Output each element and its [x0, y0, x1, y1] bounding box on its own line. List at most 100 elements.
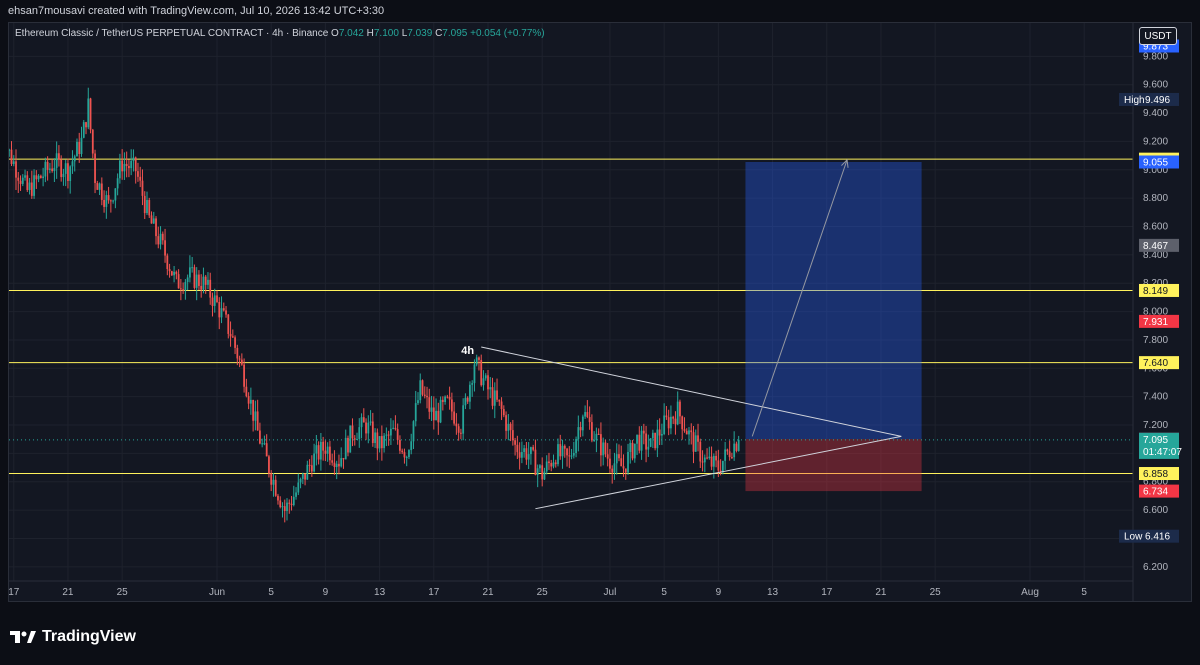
price-label-value: 7.931	[1143, 317, 1168, 328]
price-tick-label: 9.400	[1143, 108, 1168, 119]
candle-body	[189, 267, 191, 278]
candle-body	[157, 236, 160, 245]
candle-body	[579, 427, 582, 431]
time-tick-label: 5	[661, 587, 667, 598]
candle-body	[229, 333, 232, 337]
candle-body	[392, 427, 395, 429]
candle-body	[724, 449, 727, 461]
candle-body	[712, 455, 715, 467]
price-label-countdown: 01:47:07	[1143, 447, 1182, 458]
candle-body	[78, 141, 81, 155]
candle-body	[331, 460, 334, 463]
candle-body	[681, 416, 684, 430]
price-label-value: 6.416	[1145, 532, 1170, 543]
candle-body	[37, 175, 40, 180]
candle-body	[105, 195, 108, 207]
candle-body	[710, 456, 713, 467]
candle-body	[15, 161, 17, 178]
candle-body	[326, 446, 329, 454]
symbol-name: Ethereum Classic / TetherUS PERPETUAL CO…	[15, 28, 329, 39]
candle-body	[150, 215, 153, 224]
candle-body	[701, 461, 704, 463]
candle-body	[593, 439, 596, 441]
chart-frame[interactable]: 4h 9.800 9.600 9.400 9.200 9.000 8.800 8.600 8.…	[8, 22, 1192, 602]
candle-body	[439, 399, 442, 423]
candle-body	[575, 439, 577, 453]
time-tick-label: 21	[482, 587, 494, 598]
candle-body	[396, 429, 399, 440]
stop-zone	[745, 439, 922, 492]
candle-body	[62, 173, 65, 178]
candle-body	[640, 430, 643, 451]
candle-body	[647, 446, 650, 450]
candle-body	[642, 430, 645, 434]
candle-body	[30, 182, 33, 196]
candle-body	[80, 137, 83, 155]
price-label-value: 9.873	[1143, 42, 1168, 53]
candle-body	[717, 460, 720, 471]
high-label: H	[366, 28, 374, 39]
candle-body	[218, 302, 221, 318]
candle-body	[91, 129, 94, 154]
candle-body	[123, 163, 126, 172]
time-tick-label: Jun	[209, 587, 225, 598]
candle-body	[107, 195, 110, 201]
tradingview-brand[interactable]: TradingView	[10, 628, 136, 646]
candle-body	[231, 336, 234, 338]
candle-body	[638, 434, 641, 451]
candle-body	[545, 461, 548, 472]
candle-body	[256, 411, 259, 431]
candle-body	[410, 441, 413, 451]
candle-body	[322, 441, 325, 451]
currency-button[interactable]: USDT	[1139, 27, 1177, 45]
candle-body	[509, 423, 512, 431]
candle-body	[590, 422, 593, 441]
candle-body	[193, 267, 196, 288]
candle-body	[374, 432, 376, 444]
position-zones	[9, 161, 1133, 492]
candle-body	[338, 463, 340, 467]
time-tick-label: Aug	[1021, 587, 1039, 598]
candle-body	[731, 457, 733, 459]
candle-body	[690, 430, 693, 433]
candle-body	[28, 182, 31, 190]
candle-body	[448, 396, 451, 400]
candle-body	[159, 233, 162, 245]
candle-body	[595, 433, 598, 440]
open-value: 7.042	[338, 28, 364, 39]
price-tick-label: 8.600	[1143, 222, 1168, 233]
candle-body	[365, 422, 367, 434]
price-chart[interactable]: 4h 9.800 9.600 9.400 9.200 9.000 8.800 8.600 8.…	[9, 23, 1192, 602]
candle-body	[697, 435, 699, 442]
price-tick-label: 9.600	[1143, 80, 1168, 91]
candle-body	[313, 453, 316, 472]
candle-body	[198, 274, 200, 286]
candle-body	[9, 149, 11, 151]
candle-body	[550, 463, 553, 467]
candle-body	[353, 438, 356, 440]
candle-body	[170, 271, 173, 276]
candle-body	[329, 446, 331, 461]
close-value: 7.095	[442, 28, 468, 39]
time-tick-label: 13	[767, 587, 779, 598]
candle-body	[536, 468, 539, 476]
candle-body	[462, 405, 465, 434]
candle-body	[387, 434, 390, 436]
price-tick-label: 6.600	[1143, 505, 1168, 516]
candle-body	[35, 175, 38, 180]
candle-body	[186, 277, 189, 283]
candle-body	[44, 161, 47, 177]
candle-body	[421, 380, 424, 395]
price-label-box	[1139, 484, 1179, 498]
candle-body	[466, 397, 469, 402]
candle-body	[10, 149, 13, 164]
candle-body	[182, 289, 185, 291]
candle-body	[482, 378, 485, 386]
candle-body	[148, 200, 151, 216]
candle-body	[292, 496, 295, 506]
price-label-value: 8.149	[1143, 286, 1168, 297]
price-label-prefix: High	[1124, 95, 1145, 106]
price-tick-label: 8.400	[1143, 250, 1168, 261]
candle-body	[356, 438, 358, 440]
brand-name: TradingView	[42, 628, 136, 645]
